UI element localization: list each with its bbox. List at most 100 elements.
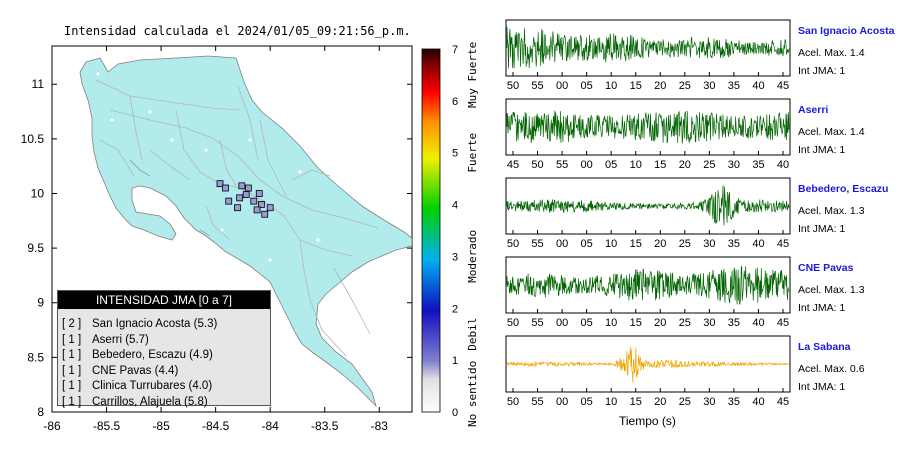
legend-item-label: Carrillos, Alajuela (5.8) (92, 395, 208, 408)
legend-item-count: [ 2 ] (62, 318, 82, 330)
seismogram-tick-label: 20 (654, 80, 666, 92)
costa-rica-landmass (79, 55, 412, 408)
y-tick-label: 10 (31, 186, 45, 200)
colorbar-label: Debil (466, 318, 479, 351)
town-dot (316, 238, 320, 242)
seismogram-tick-label: 45 (777, 317, 789, 329)
station-marker (250, 197, 258, 205)
seismogram-tick-label: 10 (605, 80, 617, 92)
seismogram-trace (506, 185, 790, 226)
colorbar-tick-label: 3 (452, 251, 458, 263)
station-marker (242, 191, 250, 198)
seismogram-tick-label: 15 (630, 238, 642, 250)
max-acceleration: Acel. Max. 0.6 (798, 363, 865, 375)
colorbar-tick-label: 1 (452, 355, 458, 367)
seismogram-tick-label: 15 (630, 317, 642, 329)
seismogram-tick-label: 25 (679, 238, 691, 250)
colorbar-scale (421, 48, 441, 413)
legend-item: [ 1 ] Aserri (5.7) (62, 333, 270, 349)
legend-item-label: San Ignacio Acosta (5.3) (92, 318, 218, 330)
station-marker (266, 204, 274, 212)
town-dot (248, 138, 252, 142)
station-marker (222, 184, 229, 192)
station-marker (244, 184, 252, 192)
x-tick-label: -85.5 (93, 419, 121, 433)
station-marker (253, 206, 261, 214)
colorbar-tick-label: 5 (452, 148, 458, 160)
legend-item-count: [ 1 ] (62, 364, 82, 377)
seismogram-tick-label: 10 (630, 159, 642, 171)
jma-intensity: Int JMA: 1 (798, 381, 845, 393)
seismogram-tick-label: 15 (630, 396, 642, 408)
max-acceleration: Acel. Max. 1.4 (798, 126, 865, 138)
seismogram-trace (506, 110, 790, 144)
seismogram-tick-label: 45 (507, 159, 519, 171)
town-dot (204, 148, 208, 152)
seismogram-tick-label: 55 (556, 159, 568, 171)
seismogram-tick-label: 40 (752, 238, 764, 250)
seismogram-panel: 50 55 00 05 10 15 20 25 30 35 40 45 La Sabana Acel. M… (505, 335, 865, 408)
legend-item-count: [ 1 ] (62, 380, 82, 392)
seismogram-tick-label: 05 (581, 396, 593, 408)
y-tick-label: 10.5 (21, 132, 45, 146)
y-tick-label: 8.5 (27, 350, 44, 364)
seismogram-panel: 50 55 00 05 10 15 20 25 30 35 40 45 CNE Pavas Acel. M… (505, 256, 865, 329)
seismogram-tick-label: 25 (703, 159, 715, 171)
legend-item: [ 1 ] Clinica Turrubares (4.0) (62, 379, 270, 395)
legend-item-count: [ 1 ] (62, 395, 82, 408)
x-tick-label: -84.5 (202, 419, 230, 433)
seismogram-tick-label: 45 (777, 238, 789, 250)
seismogram-tick-label: 55 (531, 238, 543, 250)
station-name: San Ignacio Acosta (798, 25, 895, 37)
colorbar-label: Moderado (466, 230, 479, 283)
seismogram-tick-label: 20 (654, 238, 666, 250)
seismogram-tick-label: 30 (703, 238, 715, 250)
seismogram-frame (505, 98, 791, 156)
seismogram-tick-label: 00 (581, 159, 593, 171)
seismogram-tick-label: 05 (605, 159, 617, 171)
seismogram-tick-label: 05 (581, 238, 593, 250)
jma-intensity: Int JMA: 1 (798, 302, 845, 314)
y-tick-label: 8 (37, 405, 44, 419)
seismogram-tick-label: 50 (507, 317, 519, 329)
seismogram-trace (506, 265, 790, 305)
seismogram-trace (506, 346, 790, 383)
x-tick-label: -84 (262, 419, 280, 433)
legend-title: INTENSIDAD JMA [0 a 7] (58, 291, 270, 309)
legend-item-label: CNE Pavas (4.4) (92, 364, 179, 377)
station-marker (255, 190, 263, 197)
town-dot (338, 298, 342, 302)
seismogram-tick-label: 45 (777, 80, 789, 92)
seismogram-tick-label: 35 (728, 238, 740, 250)
legend-item-label: Clinica Turrubares (4.0) (92, 380, 213, 392)
seismogram-tick-label: 00 (556, 317, 568, 329)
station-marker (216, 180, 224, 188)
station-name: Aserri (798, 104, 828, 116)
jma-intensity: Int JMA: 1 (798, 65, 845, 77)
seismogram-tick-label: 35 (728, 396, 740, 408)
max-acceleration: Acel. Max. 1.4 (798, 47, 865, 59)
town-dot (364, 328, 368, 332)
seismogram-tick-label: 30 (703, 396, 715, 408)
seismogram-tick-label: 05 (581, 80, 593, 92)
y-tick-label: 9.5 (27, 241, 44, 255)
town-dot (220, 228, 224, 232)
x-tick-label: -85 (152, 419, 170, 433)
colorbar-tick-label: 7 (452, 44, 458, 56)
town-dot (96, 72, 100, 76)
station-markers (96, 72, 368, 332)
jma-intensity: Int JMA: 1 (798, 144, 845, 156)
seismogram-tick-label: 20 (654, 396, 666, 408)
seismogram-tick-label: 30 (703, 80, 715, 92)
town-dot (110, 118, 114, 122)
station-marker (238, 182, 246, 190)
road-network (95, 79, 379, 357)
seismogram-tick-label: 25 (679, 80, 691, 92)
colorbar-label: No sentido (466, 361, 479, 427)
y-tick-label: 11 (32, 77, 45, 91)
legend-item: [ 1 ] Bebedero, Escazu (4.9) (62, 348, 270, 364)
station-marker (258, 201, 265, 208)
legend-item: [ 2 ] San Ignacio Acosta (5.3) (62, 317, 270, 333)
seismogram-panels: 50 55 00 05 10 15 20 25 30 35 40 45 San Ignacio Acos… (505, 19, 895, 408)
